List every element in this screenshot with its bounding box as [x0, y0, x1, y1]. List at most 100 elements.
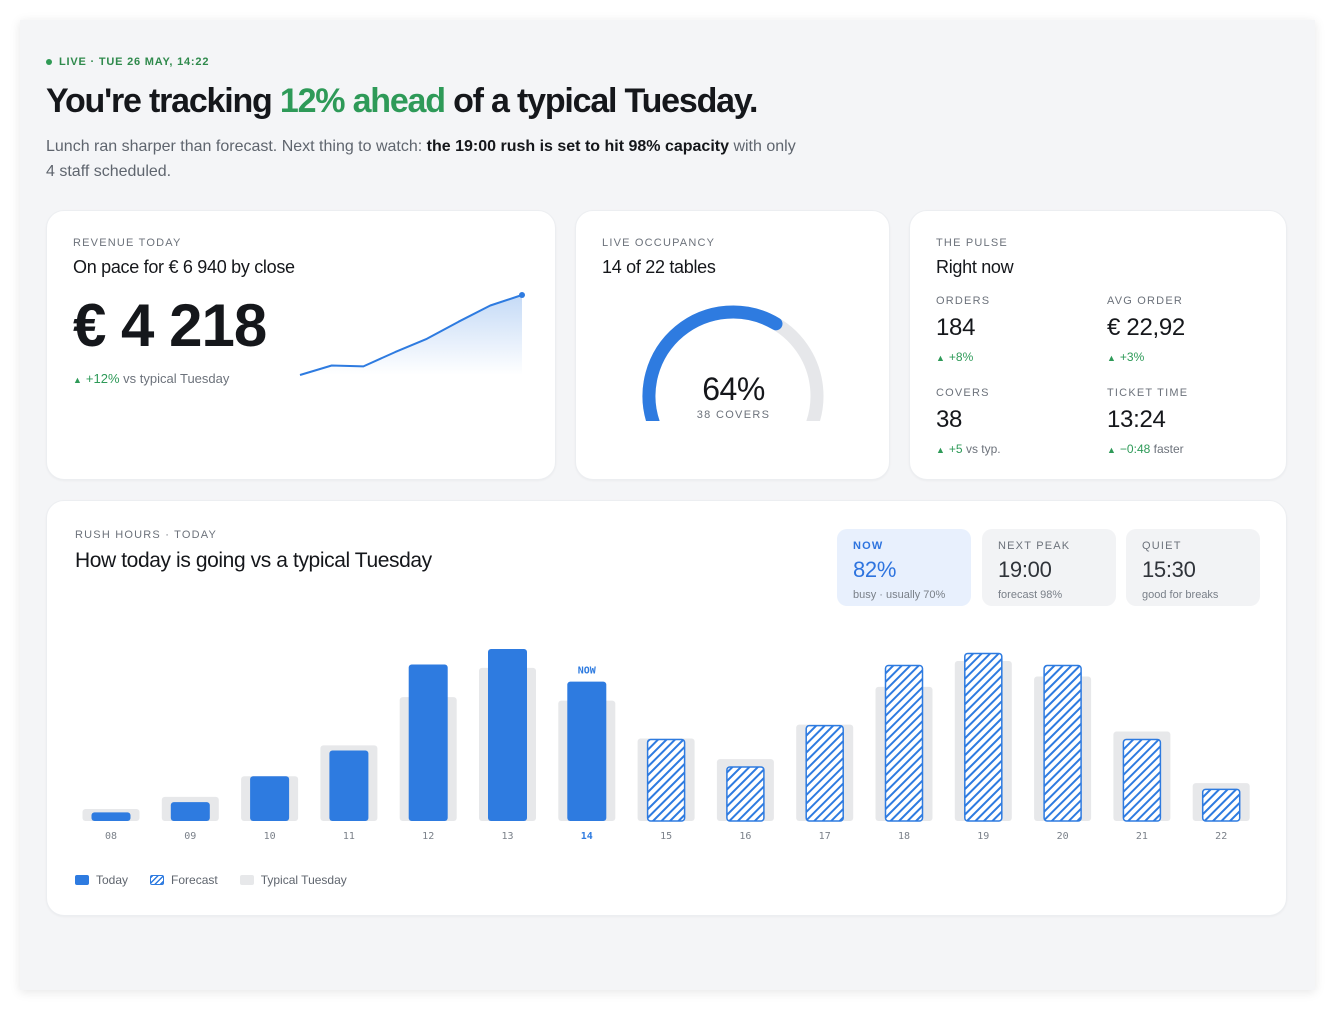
stat-label: NEXT PEAK [998, 540, 1071, 552]
occupancy-covers: 38 COVERS [696, 409, 771, 421]
metric-avg-order: AVG ORDER € 22,92 ▲ +3% [1107, 295, 1185, 364]
tick-label-11: 11 [343, 831, 355, 842]
metric-label: ORDERS [936, 295, 991, 307]
legend-label: Typical Tuesday [260, 873, 347, 887]
tick-label-12: 12 [422, 831, 434, 842]
headline-text: You're tracking [46, 82, 280, 120]
metric-covers: COVERS 38 ▲ +5 vs typ. [936, 387, 1001, 456]
pulse-card: THE PULSE Right now ORDERS 184 ▲ +8% AVG … [909, 210, 1287, 480]
tick-label-14: 14 [581, 831, 593, 842]
dashboard-page: LIVE · TUE 26 MAY, 14:22 You're tracking… [20, 20, 1315, 990]
stat-note: forecast 98% [998, 589, 1063, 601]
rush-hours-card: RUSH HOURS · TODAY How today is going vs… [46, 500, 1287, 916]
metric-value: 184 [936, 314, 976, 341]
pulse-title: Right now [936, 257, 1014, 277]
occupancy-title: 14 of 22 tables [602, 257, 716, 277]
now-marker: NOW [578, 666, 597, 677]
bar-today-08 [91, 812, 131, 821]
bar-today-09 [170, 802, 210, 821]
metric-value: 38 [936, 406, 963, 433]
tick-label-17: 17 [819, 831, 831, 842]
occupancy-gauge [642, 305, 824, 421]
revenue-delta: ▲ +12% vs typical Tuesday [73, 371, 229, 386]
metric-value: € 22,92 [1107, 314, 1185, 341]
metric-label: AVG ORDER [1107, 295, 1183, 307]
revenue-delta-note: vs typical Tuesday [119, 371, 230, 386]
tick-label-19: 19 [977, 831, 989, 842]
tick-label-09: 09 [184, 831, 196, 842]
legend-label: Forecast [171, 873, 218, 887]
page-headline: You're tracking 12% ahead of a typical T… [46, 82, 758, 121]
up-arrow-icon: ▲ [936, 353, 945, 363]
tick-label-13: 13 [501, 831, 513, 842]
legend-forecast-swatch [150, 875, 165, 885]
live-label: LIVE · TUE 26 MAY, 14:22 [59, 56, 210, 68]
metric-value: 13:24 [1107, 406, 1166, 433]
metric-delta-value: −0:48 [1119, 442, 1151, 456]
stat-value: 15:30 [1142, 557, 1196, 582]
stat-note: busy · usually 70% [853, 589, 946, 601]
metric-delta: ▲ −0:48 faster [1107, 442, 1188, 456]
metric-orders: ORDERS 184 ▲ +8% [936, 295, 990, 364]
tick-label-22: 22 [1215, 831, 1227, 842]
bar-today-14 [567, 681, 607, 821]
bar-forecast-17 [805, 724, 844, 822]
rush-hours-chart: 08 09 10 11 12 13 14 NOW 15 16 17 18 19 20 21 22 [82, 649, 1250, 842]
bar-forecast-19 [964, 652, 1003, 822]
headline-text-end: of a typical Tuesday. [444, 82, 758, 120]
bar-forecast-22 [1201, 788, 1241, 822]
bar-forecast-18 [884, 664, 924, 822]
legend-today: Today [75, 873, 128, 887]
chart-legend: Today Forecast Typical Tuesday [75, 873, 347, 887]
legend-today-swatch [75, 875, 89, 885]
legend-label: Today [96, 873, 129, 887]
stat-value: 82% [853, 557, 897, 582]
sparkline-end-dot [519, 292, 525, 298]
revenue-eyebrow: REVENUE TODAY [73, 237, 182, 249]
tick-label-15: 15 [660, 831, 672, 842]
stat-now: NOW 82% busy · usually 70% [837, 529, 971, 606]
live-dot-icon [46, 59, 52, 65]
tick-label-21: 21 [1136, 831, 1148, 842]
bar-today-13 [488, 649, 527, 821]
up-arrow-icon: ▲ [936, 445, 945, 455]
bar-forecast-16 [726, 766, 765, 822]
metric-delta: ▲ +3% [1107, 350, 1185, 364]
tick-label-18: 18 [898, 831, 910, 842]
revenue-card: REVENUE TODAY On pace for € 6 940 by clo… [46, 210, 556, 480]
stat-quiet: QUIET 15:30 good for breaks [1126, 529, 1260, 606]
bar-today-12 [408, 664, 448, 821]
metric-delta-value: +3% [1119, 350, 1145, 364]
headline-highlight: 12% ahead [279, 82, 446, 120]
rush-eyebrow: RUSH HOURS · TODAY [75, 529, 218, 541]
stat-next-peak: NEXT PEAK 19:00 forecast 98% [982, 529, 1116, 606]
bar-forecast-15 [646, 738, 686, 822]
revenue-value: € 4 218 [73, 292, 267, 359]
tick-label-08: 08 [105, 831, 117, 842]
sparkline-area [300, 295, 522, 375]
tick-label-10: 10 [264, 831, 276, 842]
metric-label: COVERS [936, 387, 990, 399]
pulse-eyebrow: THE PULSE [936, 237, 1008, 249]
occupancy-card: LIVE OCCUPANCY 14 of 22 tables 64% 38 CO… [575, 210, 890, 480]
rush-title: How today is going vs a typical Tuesday [75, 549, 432, 572]
occupancy-percent: 64% [702, 371, 765, 407]
bar-forecast-20 [1043, 664, 1082, 822]
metric-delta-note: faster [1150, 442, 1184, 456]
legend-typical: Typical Tuesday [239, 873, 347, 887]
up-arrow-icon: ▲ [73, 375, 82, 385]
bar-today-11 [329, 750, 369, 821]
summary-emphasis: the 19:00 rush is set to hit 98% capacit… [426, 138, 729, 155]
summary-text: Lunch ran sharper than forecast. Next th… [46, 138, 427, 155]
stat-label: QUIET [1142, 540, 1182, 552]
metric-delta: ▲ +5 vs typ. [936, 442, 1001, 456]
revenue-title: On pace for € 6 940 by close [73, 257, 295, 277]
summary-text-end: with only 4 staff scheduled. [46, 138, 796, 180]
legend-typical-swatch [239, 875, 254, 885]
metric-delta-value: +8% [948, 350, 974, 364]
metric-delta-note: vs typ. [962, 442, 1001, 456]
up-arrow-icon: ▲ [1107, 353, 1116, 363]
stat-note: good for breaks [1142, 589, 1219, 601]
metric-ticket-time: TICKET TIME 13:24 ▲ −0:48 faster [1107, 387, 1188, 456]
bar-today-10 [250, 776, 290, 821]
